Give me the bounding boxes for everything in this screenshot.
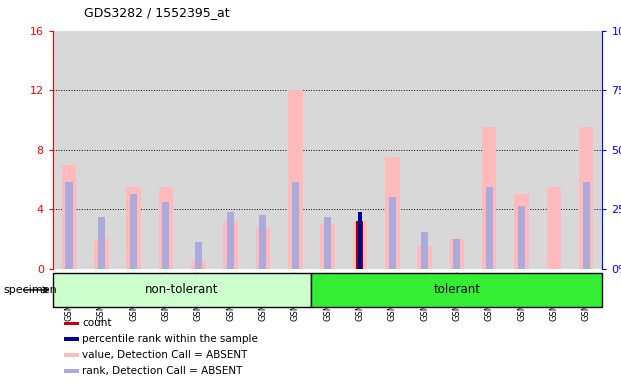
Bar	[279, 31, 311, 269]
Text: count: count	[82, 318, 111, 328]
Bar	[421, 232, 428, 269]
Text: value, Detection Call = ABSENT: value, Detection Call = ABSENT	[82, 350, 247, 360]
Bar	[260, 215, 266, 269]
Bar	[344, 31, 376, 269]
Bar	[64, 338, 79, 341]
Bar	[473, 273, 505, 307]
Bar	[61, 165, 76, 269]
Bar	[117, 273, 150, 307]
Bar	[288, 90, 302, 269]
Bar	[538, 273, 570, 307]
Bar	[311, 273, 602, 307]
Bar	[389, 197, 396, 269]
Bar	[292, 182, 299, 269]
Bar	[53, 273, 311, 307]
Bar	[450, 239, 464, 269]
Bar	[409, 31, 441, 269]
Bar	[453, 239, 460, 269]
Bar	[97, 217, 105, 269]
Bar	[344, 273, 376, 307]
Bar	[150, 273, 182, 307]
Bar	[311, 273, 344, 307]
Bar	[570, 273, 602, 307]
Bar	[482, 127, 497, 269]
Bar	[256, 227, 270, 269]
Bar	[518, 206, 525, 269]
Bar	[505, 273, 538, 307]
Bar	[486, 187, 493, 269]
Bar	[247, 31, 279, 269]
Bar	[150, 31, 182, 269]
Bar	[385, 157, 399, 269]
Bar	[158, 187, 173, 269]
Text: GDS3282 / 1552395_at: GDS3282 / 1552395_at	[84, 6, 230, 19]
Bar	[473, 31, 505, 269]
Bar	[324, 217, 331, 269]
Bar	[162, 202, 170, 269]
Bar	[376, 31, 409, 269]
Bar	[85, 273, 117, 307]
Bar	[64, 353, 79, 357]
Bar	[65, 182, 73, 269]
Bar	[195, 242, 202, 269]
Bar	[117, 31, 150, 269]
Bar	[94, 239, 109, 269]
Bar	[417, 247, 432, 269]
Text: non-tolerant: non-tolerant	[145, 283, 219, 296]
Bar	[514, 194, 529, 269]
Bar	[214, 273, 247, 307]
Text: rank, Detection Call = ABSENT: rank, Detection Call = ABSENT	[82, 366, 242, 376]
Bar	[53, 31, 85, 269]
Bar	[358, 212, 362, 269]
Text: specimen: specimen	[3, 285, 57, 295]
Bar	[126, 187, 141, 269]
Bar	[64, 321, 79, 325]
Bar	[85, 31, 117, 269]
Bar	[182, 31, 214, 269]
Bar	[546, 187, 561, 269]
Bar	[441, 31, 473, 269]
Bar	[538, 31, 570, 269]
Bar	[409, 273, 441, 307]
Bar	[53, 273, 85, 307]
Bar	[570, 31, 602, 269]
Bar	[130, 194, 137, 269]
Bar	[191, 262, 206, 269]
Bar	[353, 221, 367, 269]
Bar	[214, 31, 247, 269]
Bar	[227, 212, 234, 269]
Text: percentile rank within the sample: percentile rank within the sample	[82, 334, 258, 344]
Bar	[182, 273, 214, 307]
Bar	[356, 221, 363, 269]
Bar	[579, 127, 594, 269]
Bar	[311, 31, 344, 269]
Bar	[376, 273, 409, 307]
Bar	[320, 224, 335, 269]
Text: tolerant: tolerant	[433, 283, 481, 296]
Bar	[505, 31, 538, 269]
Bar	[224, 221, 238, 269]
Bar	[441, 273, 473, 307]
Bar	[582, 182, 590, 269]
Bar	[279, 273, 311, 307]
Bar	[64, 369, 79, 373]
Bar	[247, 273, 279, 307]
